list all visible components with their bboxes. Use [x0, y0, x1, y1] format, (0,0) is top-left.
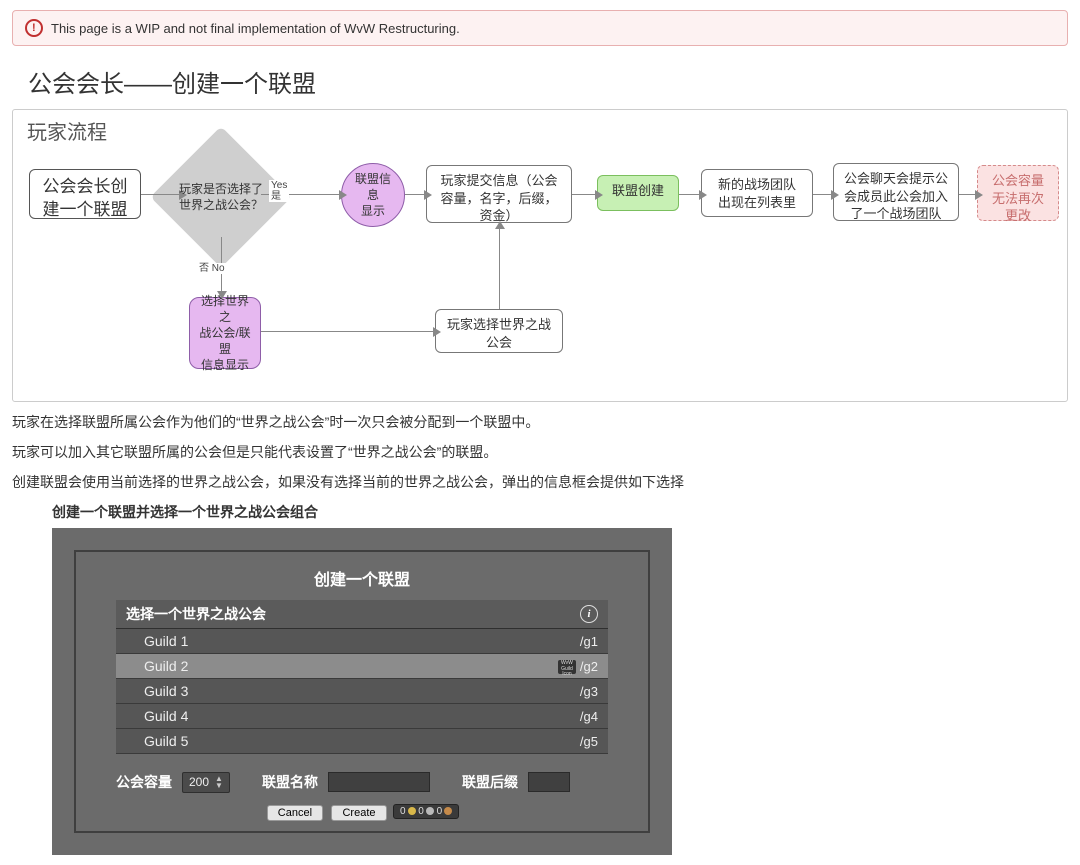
guild-list-header: 选择一个世界之战公会 i: [116, 600, 608, 629]
guild-name: Guild 2: [144, 658, 188, 674]
flow-node-n3: 联盟信息 显示: [341, 163, 405, 227]
list-header-text: 选择一个世界之战公会: [126, 604, 266, 624]
paragraph-1: 玩家在选择联盟所属公会作为他们的“世界之战公会”时一次只会被分配到一个联盟中。: [12, 412, 1068, 432]
info-icon[interactable]: i: [580, 605, 598, 623]
guild-row[interactable]: Guild 5/g5: [116, 729, 608, 754]
dialog-frame: 创建一个联盟 选择一个世界之战公会 i Guild 1/g1 Guild 2 WvW…: [74, 550, 650, 833]
suffix-label: 联盟后缀: [462, 772, 518, 792]
guild-row[interactable]: Guild 2 WvW Guild Icon/g2: [116, 654, 608, 679]
flow-section-title: 玩家流程: [21, 116, 1059, 149]
flow-canvas: 公会会长创 建一个联盟玩家是否选择了 世界之战公会？ 联盟信息 显示玩家提交信息（…: [21, 149, 1059, 389]
guild-tag: WvW Guild Icon/g2: [558, 658, 598, 674]
create-button[interactable]: Create: [331, 805, 386, 821]
name-label: 联盟名称: [262, 772, 318, 792]
capacity-stepper[interactable]: 200 ▲▼: [182, 772, 230, 792]
guild-name: Guild 1: [144, 633, 188, 649]
guild-tag: /g1: [580, 633, 598, 649]
flow-node-n10: 玩家选择世界之战 公会: [435, 309, 563, 353]
flow-node-n4: 玩家提交信息（公会 容量，名字，后缀， 资金）: [426, 165, 572, 223]
capacity-value: 200: [189, 775, 209, 789]
dialog-button-row: Cancel Create 0 0 0: [116, 803, 608, 821]
alliance-name-input[interactable]: [328, 772, 430, 792]
stepper-arrows-icon: ▲▼: [215, 775, 223, 789]
flow-node-n7: 公会聊天会提示公 会成员此公会加入 了一个战场团队: [833, 163, 959, 221]
flow-node-n5: 联盟创建: [597, 175, 679, 211]
flow-node-n9: 选择世界之 战公会/联盟 信息显示: [189, 297, 261, 369]
dialog-panel: 创建一个联盟 选择一个世界之战公会 i Guild 1/g1 Guild 2 WvW…: [52, 528, 672, 855]
cancel-button[interactable]: Cancel: [267, 805, 323, 821]
guild-row[interactable]: Guild 4/g4: [116, 704, 608, 729]
guild-name: Guild 5: [144, 733, 188, 749]
sub-heading: 创建一个联盟并选择一个世界之战公会组合: [52, 502, 1068, 522]
guild-row[interactable]: Guild 3/g3: [116, 679, 608, 704]
warning-icon: !: [21, 15, 46, 40]
alliance-suffix-input[interactable]: [528, 772, 570, 792]
capacity-label: 公会容量: [116, 772, 172, 792]
guild-row[interactable]: Guild 1/g1: [116, 629, 608, 654]
warning-text: This page is a WIP and not final impleme…: [51, 21, 460, 36]
dialog-form-row: 公会容量 200 ▲▼ 联盟名称 联盟后缀: [116, 772, 608, 792]
paragraph-2: 玩家可以加入其它联盟所属的公会但是只能代表设置了“世界之战公会”的联盟。: [12, 442, 1068, 462]
flow-node-n2: 玩家是否选择了 世界之战公会？: [171, 147, 271, 247]
guild-tag: /g5: [580, 733, 598, 749]
guild-list: Guild 1/g1Guild 2WvW Guild Icon/g2Guild …: [116, 629, 608, 754]
flow-node-n6: 新的战场团队 出现在列表里: [701, 169, 813, 217]
warning-banner: ! This page is a WIP and not final imple…: [12, 10, 1068, 46]
dialog-title: 创建一个联盟: [116, 566, 608, 590]
guild-tag: /g3: [580, 683, 598, 699]
guild-name: Guild 4: [144, 708, 188, 724]
flowchart-section: 玩家流程 公会会长创 建一个联盟玩家是否选择了 世界之战公会？联盟信息 显示玩家…: [12, 109, 1068, 402]
paragraph-3: 创建联盟会使用当前选择的世界之战公会，如果没有选择当前的世界之战公会，弹出的信息…: [12, 472, 1068, 492]
flow-node-n1: 公会会长创 建一个联盟: [29, 169, 141, 219]
guild-name: Guild 3: [144, 683, 188, 699]
flow-node-n8: 公会容量 无法再次 更改: [977, 165, 1059, 221]
page-title: 公会会长——创建一个联盟: [28, 64, 1068, 99]
wvw-guild-icon: WvW Guild Icon: [558, 660, 576, 674]
guild-tag: /g4: [580, 708, 598, 724]
